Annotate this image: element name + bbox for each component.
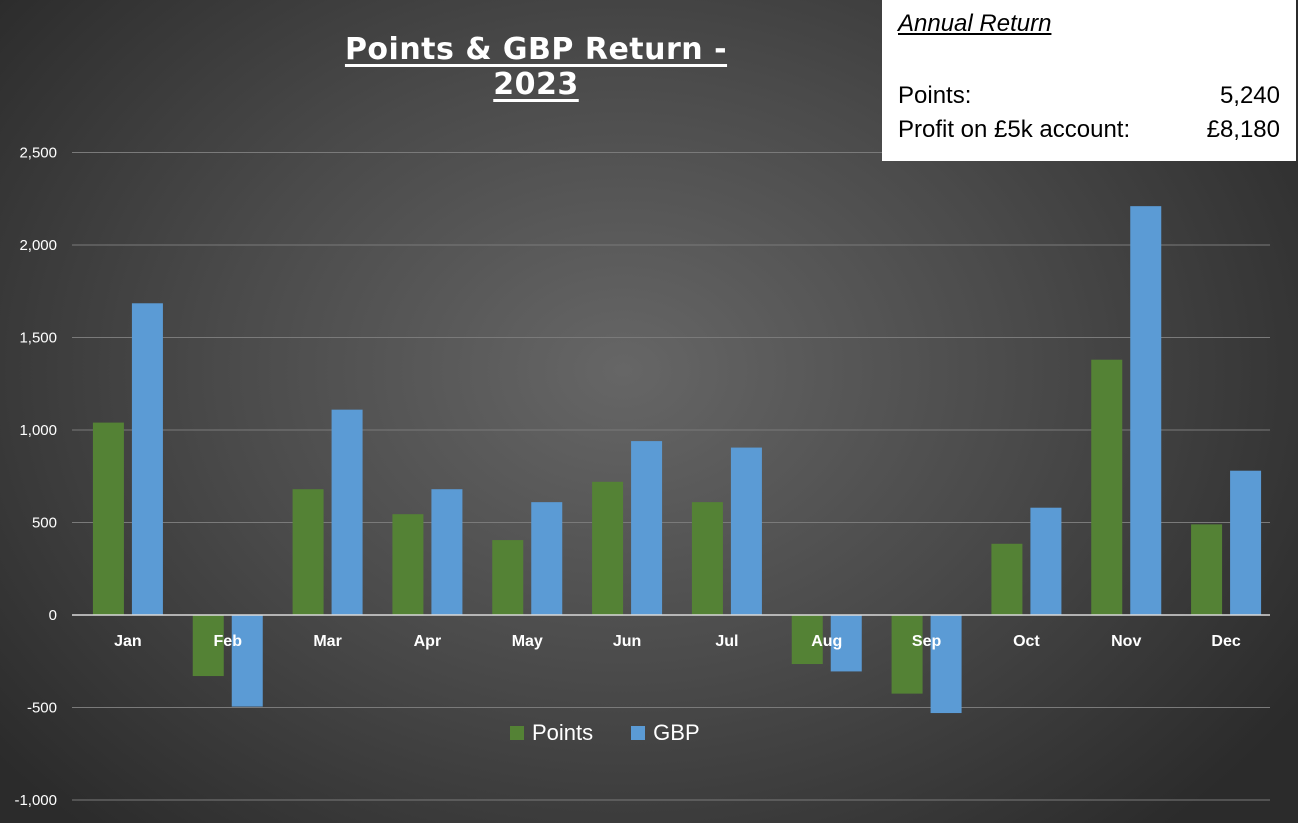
- bar-gbp-oct: [1030, 507, 1062, 615]
- legend-item-points: Points: [510, 720, 593, 746]
- bar-points-oct: [991, 543, 1023, 615]
- points-value: 5,240: [1219, 82, 1280, 109]
- bar-points-jan: [92, 422, 124, 615]
- bar-points-aug: [791, 615, 823, 665]
- bar-gbp-nov: [1130, 206, 1162, 615]
- x-tick-label: Sep: [912, 633, 942, 650]
- bar-points-jul: [691, 502, 723, 615]
- bar-gbp-sep: [930, 615, 962, 714]
- legend-label-points: Points: [532, 720, 594, 745]
- legend-swatch-points: [510, 726, 524, 740]
- bar-points-dec: [1191, 524, 1223, 615]
- bar-points-mar: [292, 489, 324, 615]
- legend-label-gbp: GBP: [653, 720, 700, 745]
- x-tick-label: Jan: [114, 633, 142, 650]
- annual-return-heading: Annual Return: [898, 10, 1052, 37]
- bar-points-apr: [392, 514, 424, 615]
- chart-legend: Points GBP: [510, 720, 738, 746]
- bar-points-sep: [891, 615, 923, 694]
- y-tick-label: 2,500: [19, 145, 57, 162]
- y-tick-label: -500: [27, 700, 57, 717]
- bar-points-jun: [592, 481, 624, 615]
- x-tick-label: Apr: [414, 633, 442, 650]
- bar-gbp-jun: [631, 441, 663, 615]
- x-tick-label: Jun: [613, 633, 641, 650]
- x-tick-label: Dec: [1211, 633, 1240, 650]
- bar-gbp-mar: [331, 409, 363, 615]
- bar-points-may: [492, 540, 524, 615]
- bar-gbp-aug: [830, 615, 862, 672]
- x-tick-label: Jul: [715, 633, 738, 650]
- annual-points-row: Points: 5,240: [898, 82, 1280, 110]
- bar-gbp-apr: [431, 489, 463, 615]
- y-tick-label: 500: [32, 515, 57, 532]
- profit-label: Profit on £5k account:: [898, 116, 1131, 143]
- x-tick-label: Mar: [313, 633, 341, 650]
- annual-return-box: Annual Return Points: 5,240 Profit on £5…: [882, 0, 1296, 161]
- bar-gbp-may: [531, 502, 563, 615]
- y-tick-label: 2,000: [19, 237, 57, 254]
- y-tick-label: 1,000: [19, 422, 57, 439]
- y-tick-label: 0: [49, 607, 57, 624]
- chart-title: Points & GBP Return - 2023: [344, 32, 728, 102]
- y-tick-label: -1,000: [14, 792, 57, 809]
- x-tick-label: May: [512, 633, 543, 650]
- x-tick-label: Oct: [1013, 633, 1040, 650]
- x-tick-label: Nov: [1111, 633, 1141, 650]
- bar-points-feb: [192, 615, 224, 677]
- bar-gbp-dec: [1230, 470, 1262, 615]
- bar-gbp-jan: [131, 303, 163, 615]
- x-tick-label: Feb: [214, 633, 243, 650]
- legend-swatch-gbp: [631, 726, 646, 740]
- annual-profit-row: Profit on £5k account: £8,180: [898, 116, 1280, 144]
- bar-points-nov: [1091, 359, 1123, 615]
- x-tick-label: Aug: [811, 633, 842, 650]
- points-label: Points:: [898, 82, 972, 109]
- bar-gbp-jul: [730, 447, 762, 615]
- y-tick-label: 1,500: [19, 330, 57, 347]
- legend-item-gbp: GBP: [631, 720, 700, 746]
- profit-value: £8,180: [1206, 116, 1280, 143]
- bar-gbp-feb: [231, 615, 263, 707]
